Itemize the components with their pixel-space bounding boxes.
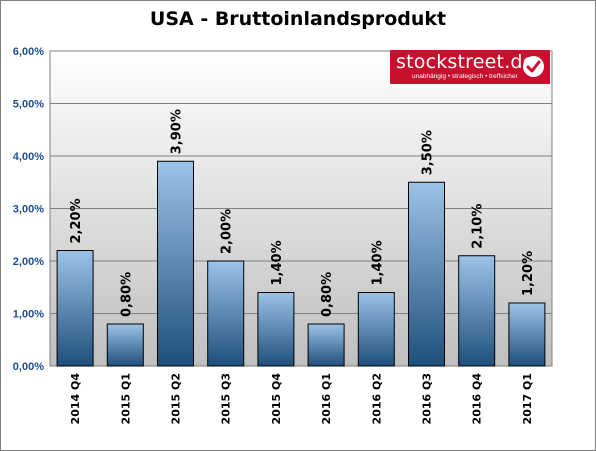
stockstreet-logo: stockstreet.de unabhängig • strategisch …	[390, 50, 550, 84]
bar-value-label: 2,10%	[471, 204, 486, 249]
bar	[207, 260, 245, 367]
checkmark-icon	[523, 56, 544, 77]
logo-text: stockstreet.de	[396, 51, 535, 73]
bar	[157, 160, 194, 367]
y-tick-label: 1,00%	[13, 309, 44, 321]
bar-value-label: 2,20%	[69, 198, 84, 243]
y-tick-label: 6,00%	[13, 46, 44, 58]
x-tick-label: 2015 Q3	[220, 373, 233, 424]
y-tick-label: 2,00%	[13, 256, 44, 268]
x-tick-label: 2015 Q2	[170, 373, 183, 424]
bar-value-label: 1,40%	[270, 240, 285, 285]
y-tick-label: 0,00%	[13, 361, 44, 373]
x-tick-label: 2016 Q3	[421, 373, 434, 424]
x-tick-label: 2015 Q4	[270, 373, 283, 425]
bar-value-label: 2,00%	[220, 209, 235, 254]
bar-value-label: 3,50%	[421, 130, 436, 175]
y-tick-label: 4,00%	[13, 151, 44, 163]
bar-value-label: 0,80%	[119, 272, 134, 317]
bar	[508, 302, 546, 367]
logo-tagline: unabhängig • strategisch • treffsicher	[412, 73, 518, 80]
y-tick-label: 5,00%	[13, 99, 44, 111]
bar	[56, 250, 94, 367]
x-tick-label: 2015 Q1	[119, 373, 132, 424]
x-tick-label: 2016 Q2	[370, 373, 383, 424]
x-tick-label: 2016 Q4	[471, 373, 484, 425]
bar	[257, 292, 295, 367]
bar-value-label: 1,40%	[370, 240, 385, 285]
bar	[357, 292, 395, 367]
bar	[458, 255, 496, 367]
bar	[106, 323, 144, 367]
x-tick-label: 2016 Q1	[320, 373, 333, 424]
bar	[307, 323, 345, 367]
bar-value-label: 1,20%	[521, 251, 536, 296]
bar-value-label: 0,80%	[320, 272, 335, 317]
x-tick-label: 2017 Q1	[521, 373, 534, 424]
x-tick-label: 2014 Q4	[69, 373, 82, 425]
chart-title: USA - Bruttoinlandsprodukt	[149, 8, 447, 30]
y-tick-label: 3,00%	[13, 204, 44, 216]
bar-value-label: 3,90%	[170, 109, 185, 154]
bar	[408, 181, 445, 367]
